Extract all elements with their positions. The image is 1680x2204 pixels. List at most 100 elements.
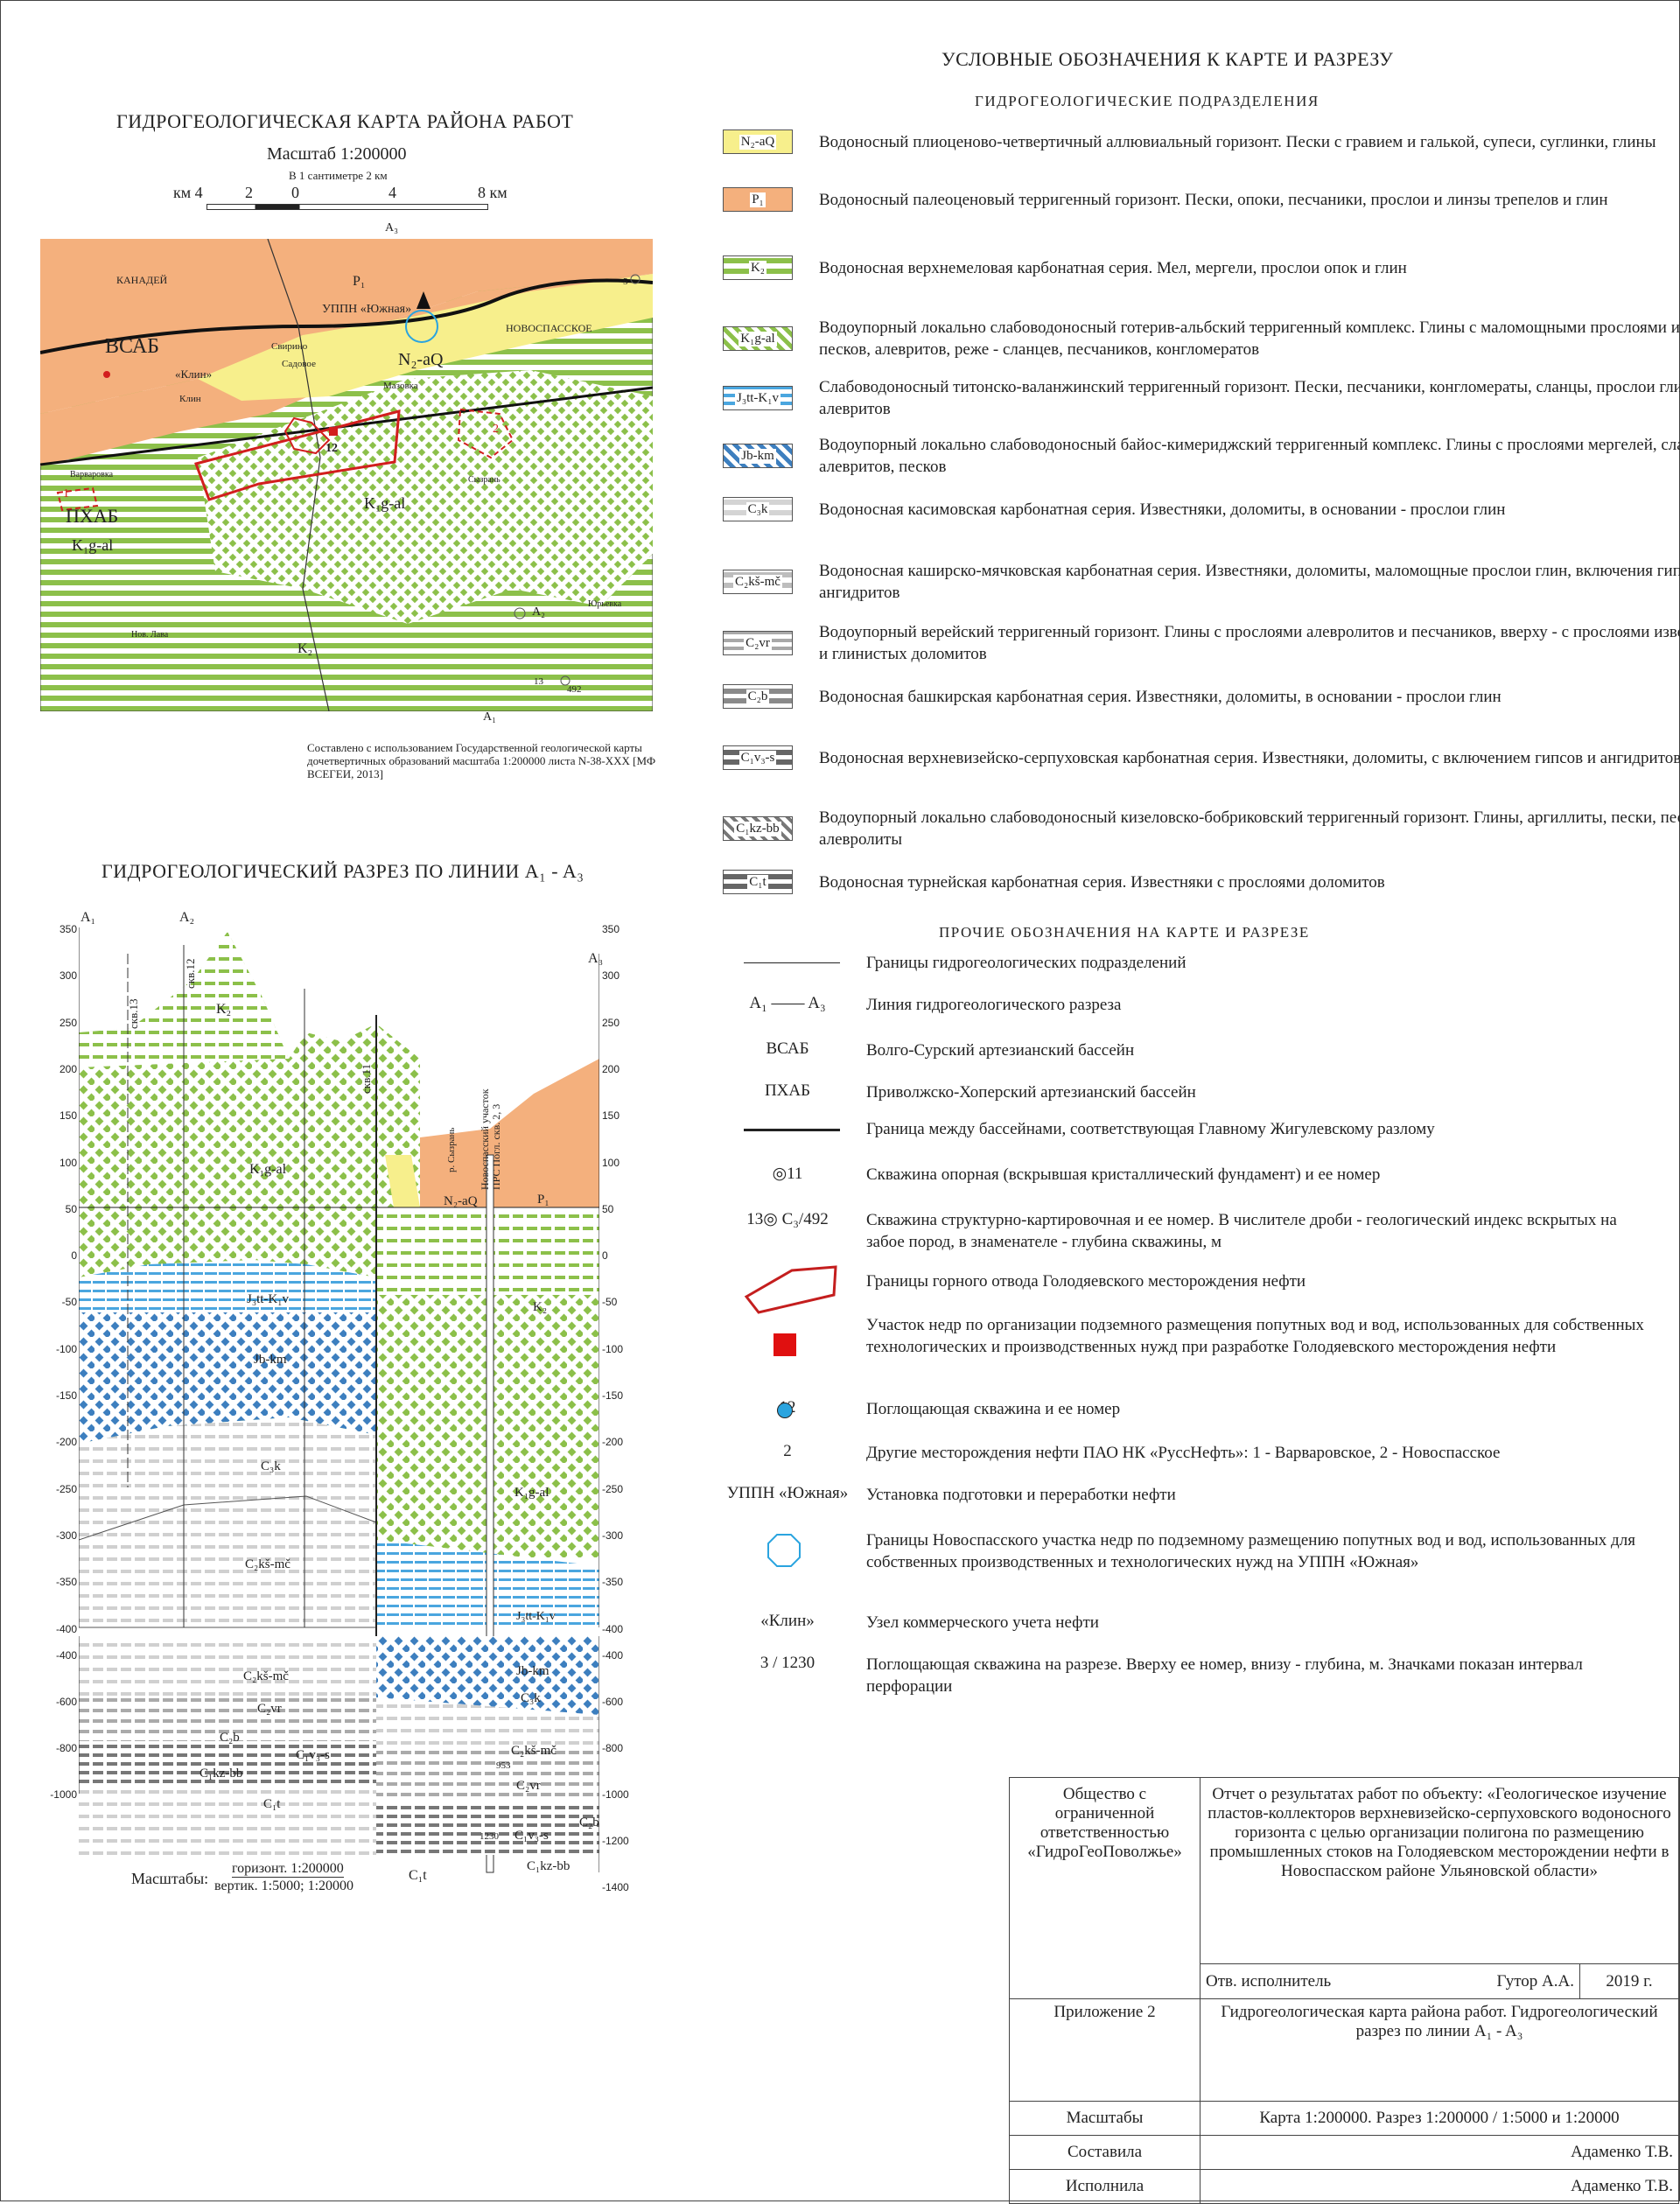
map-unit-k2: K₂ xyxy=(298,641,313,656)
other-legend-symbol xyxy=(726,948,849,975)
stamp-org: Общество с ограниченной ответственностью… xyxy=(1009,1777,1200,1999)
legend-unit-row: C₂b Водоносная башкирская карбонатная сер… xyxy=(723,684,1680,709)
section-lower-unit: C₁t xyxy=(263,1797,281,1811)
legend-swatch: N₂-aQ xyxy=(723,129,793,154)
other-legend-text: Волго-Сурский артезианский бассейн xyxy=(866,1041,1135,1060)
section-lower-unit: C₂kš-mč xyxy=(511,1744,556,1758)
section-unit: C₃k xyxy=(261,1459,281,1473)
title-block: Общество с ограниченной ответственностью… xyxy=(1009,1777,1679,2204)
legend-swatch: K₂ xyxy=(723,255,793,280)
axis-tick-label: 150 xyxy=(59,1109,77,1123)
section-unit: K₂ xyxy=(533,1300,548,1314)
map-label-uppn: УППН «Южная» xyxy=(322,303,412,316)
legend-unit-text: Водоупорный локально слабоводоносный бай… xyxy=(819,436,1680,476)
axis-tick-label: -300 xyxy=(55,1529,77,1542)
section-depth: 953 xyxy=(496,1760,511,1771)
map-field-1[interactable]: 1 xyxy=(63,487,69,500)
axis-tick-label: 200 xyxy=(602,1062,620,1075)
stamp-year: 2019 г. xyxy=(1579,1963,1679,1999)
legend-unit-code: K₂ xyxy=(748,260,767,276)
section-unit: J₃tt-K₁v xyxy=(247,1292,289,1306)
axis-tick-label: 100 xyxy=(602,1156,620,1169)
legend-unit-row: N₂-aQ Водоносный плиоценово-четвертичный … xyxy=(723,129,1680,154)
map-field-2[interactable]: 2 xyxy=(493,423,499,436)
stamp-appendix: Приложение 2 xyxy=(1009,1998,1200,2102)
axis-tick-label: -350 xyxy=(602,1576,624,1589)
legend-swatch: P₁ xyxy=(723,187,793,212)
legend-unit-code: N₂-aQ xyxy=(738,134,777,150)
stamp-resp-name: Гутор А.А. xyxy=(1437,1963,1580,1999)
legend-unit-text: Водоносная касимовская карбонатная серия… xyxy=(819,500,1506,519)
axis-tick-label: -200 xyxy=(602,1436,624,1449)
legend-unit-row: Jb-km Водоупорный локально слабоводоносны… xyxy=(723,434,1680,478)
legend-swatch: C₂vr xyxy=(723,631,793,655)
section-unit: K₂ xyxy=(216,1002,232,1017)
legend-unit-text: Водоносная каширско-мячковская карбонатн… xyxy=(819,562,1680,602)
axis-tick-label: -1000 xyxy=(50,1788,77,1801)
legend-unit-code: C₂b xyxy=(746,689,770,704)
fault-line-icon xyxy=(744,1129,840,1131)
section-site-label: Новоспасский участок ПРС Погл. скв. 2, 3 xyxy=(479,1088,502,1190)
map-line-a2: A₂ xyxy=(532,605,545,619)
legend-unit-code: Jb-km xyxy=(739,448,776,464)
section-unit: N₂-aQ xyxy=(444,1194,478,1208)
axis-tick-label: -600 xyxy=(602,1696,624,1708)
map-line-a3: A₃ xyxy=(385,221,398,234)
boundary-line-icon xyxy=(744,962,840,963)
map-unit-k1gal-west: K₁g-al xyxy=(72,536,114,554)
novospassky-site-icon xyxy=(767,1534,801,1567)
legend-unit-row: K₂ Водоносная верхнемеловая карбонатная с… xyxy=(723,255,1680,280)
legend-swatch: C₁v₃-s xyxy=(723,745,793,770)
legend-unit-row: C₂kš-mč Водоносная каширско-мячковская ка… xyxy=(723,560,1680,604)
map-label-nov-lava: Нов. Лава xyxy=(131,630,169,640)
section-lower-unit: C₁kz-bb xyxy=(527,1859,570,1873)
map-well-12[interactable]: 12 xyxy=(326,442,338,455)
other-legend-text: Скважина опорная (вскрывшая кристалличес… xyxy=(866,1165,1381,1184)
section-lower-unit: C₂b xyxy=(579,1816,599,1830)
axis-tick-label: 250 xyxy=(602,1016,620,1029)
legend-swatch: C₁t xyxy=(723,870,793,894)
axis-tick-label: 150 xyxy=(602,1109,620,1123)
legend-unit-code: C₃k xyxy=(746,501,770,517)
axis-tick-label: -150 xyxy=(55,1389,77,1402)
section-a2-label: A₂ xyxy=(179,910,195,925)
legend-title: УСЛОВНЫЕ ОБОЗНАЧЕНИЯ К КАРТЕ И РАЗРЕЗУ xyxy=(942,48,1394,70)
legend-unit-text: Водоупорный верейский терригенный горизо… xyxy=(819,623,1680,663)
section-well-12: скв.12 xyxy=(184,958,197,989)
section-lower-unit: C₂vr xyxy=(257,1702,282,1716)
map-label-phab: ПХАБ xyxy=(66,505,119,527)
map-unit-p1: P₁ xyxy=(353,274,366,289)
legend-unit-code: P₁ xyxy=(750,192,766,207)
cross-section xyxy=(79,927,599,1873)
section-lower-unit: C₁t xyxy=(409,1868,427,1883)
legend-swatch: J₃tt-K₁v xyxy=(723,386,793,410)
axis-tick-label: 250 xyxy=(59,1016,77,1029)
section-well-11: скв.11 xyxy=(360,1064,373,1094)
map-view[interactable] xyxy=(40,239,653,711)
legend-unit-row: C₁v₃-s Водоносная верхневизейско-серпухов… xyxy=(723,745,1680,770)
legend-unit-row: K₁g-al Водоупорный локально слабоводоносн… xyxy=(723,317,1680,360)
map-well-5[interactable]: 5 xyxy=(623,276,628,287)
axis-tick-label: -400 xyxy=(602,1649,624,1662)
legend-unit-row: C₁t Водоносная турнейская карбонатная сер… xyxy=(723,870,1680,894)
section-scales-label: Масштабы: xyxy=(131,1870,209,1887)
axis-tick-label: -50 xyxy=(61,1296,77,1309)
axis-tick-label: 350 xyxy=(59,923,77,935)
legend-unit-text: Водоносная башкирская карбонатная серия.… xyxy=(819,687,1502,706)
legend-unit-text: Водоупорный локально слабоводоносный гот… xyxy=(819,318,1680,359)
mining-allotment-icon xyxy=(744,1265,837,1314)
axis-tick-label: 0 xyxy=(71,1249,77,1263)
other-legend-symbol: ◎11 xyxy=(772,1164,803,1183)
section-river: р. Сызрань xyxy=(446,1127,457,1172)
scale-tick: км 4 xyxy=(173,184,203,201)
section-lower-unit: C₁v₃-s xyxy=(514,1829,549,1843)
legend-swatch: C₁kz-bb xyxy=(723,816,793,841)
section-unit: Jb-km xyxy=(254,1353,287,1367)
section-unit: K₁g-al xyxy=(514,1486,550,1500)
map-unit-k1gal: K₁g-al xyxy=(364,494,406,512)
other-legend-text: Границы Новоспасского участка недр по по… xyxy=(866,1531,1635,1571)
axis-tick-label: -200 xyxy=(55,1436,77,1449)
map-well-13[interactable]: 13 xyxy=(534,676,543,687)
other-legend-symbol: 2 xyxy=(783,1442,792,1460)
stamp-done-name: Адаменко Т.В. xyxy=(1200,2169,1679,2204)
